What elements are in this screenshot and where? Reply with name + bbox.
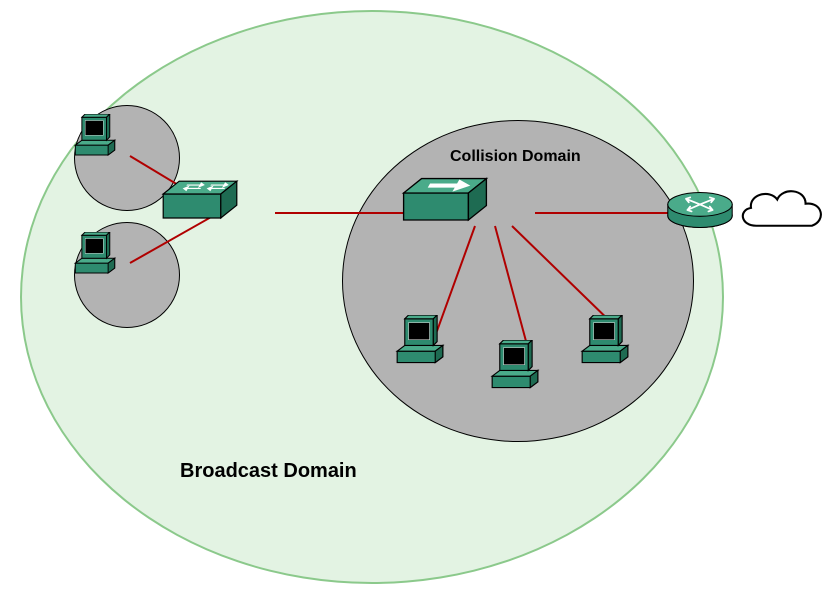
- pc-icon-1: [70, 114, 120, 167]
- pc-icon-5: [576, 315, 634, 376]
- router-icon: [665, 189, 735, 231]
- pc-icon-2: [70, 232, 120, 285]
- collision-domain-label: Collision Domain: [450, 148, 581, 166]
- pc-icon-4: [486, 340, 544, 401]
- cloud-icon: [730, 175, 831, 245]
- switch-icon: [160, 178, 240, 222]
- broadcast-domain-label: Broadcast Domain: [180, 460, 357, 483]
- pc-icon-3: [391, 315, 449, 376]
- hub-icon: [400, 175, 490, 225]
